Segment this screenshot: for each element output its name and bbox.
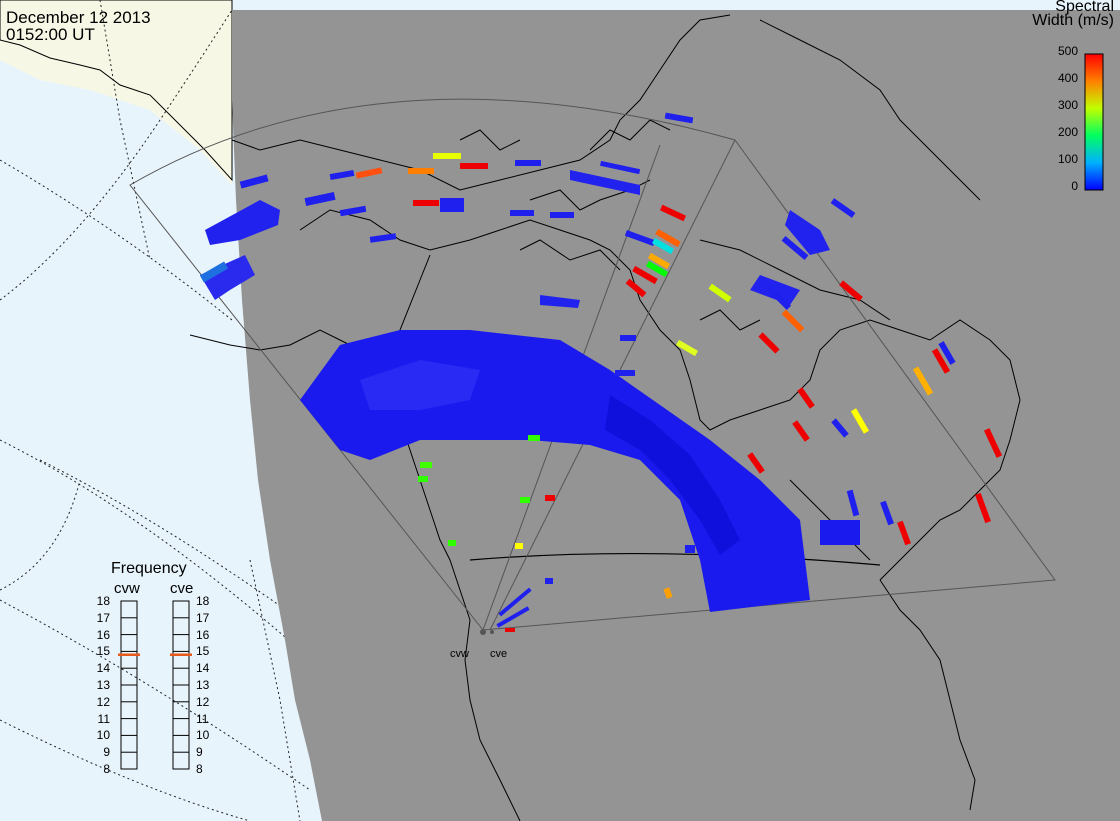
echo-band-east bbox=[605, 395, 740, 555]
spectral-width-colorbar bbox=[1084, 53, 1104, 191]
time-label: 0152:00 UT bbox=[6, 25, 95, 44]
frequency-tick-label: 15 bbox=[196, 644, 210, 659]
night-shade-region bbox=[232, 10, 1120, 821]
frequency-label-cve: cve bbox=[170, 580, 194, 597]
site-label-cvw: cvw bbox=[450, 648, 469, 660]
echo-patch-w bbox=[200, 255, 255, 300]
frequency-tick-label: 8 bbox=[103, 762, 110, 776]
frequency-tick-label: 13 bbox=[196, 678, 210, 692]
graticule-daylight bbox=[0, 0, 311, 821]
frequency-tick-label: 9 bbox=[103, 745, 110, 760]
frequency-tick-label: 16 bbox=[96, 627, 110, 642]
frequency-tick-label: 18 bbox=[96, 594, 110, 608]
frequency-label-cvw: cvw bbox=[114, 580, 140, 597]
frequency-tick-label: 9 bbox=[196, 745, 203, 760]
frequency-tick-label: 16 bbox=[196, 627, 210, 642]
daylight-land-alaska bbox=[0, 0, 232, 185]
colorbar-tick: 400 bbox=[1057, 71, 1078, 85]
frequency-tick-label: 12 bbox=[96, 694, 110, 709]
echo-patch-arctic bbox=[570, 170, 640, 195]
frequency-title: Frequency bbox=[111, 560, 187, 577]
echo-cells-high-width bbox=[355, 153, 1003, 632]
alaska-coastline-daylight bbox=[0, 0, 233, 182]
echo-patch-central bbox=[540, 295, 580, 308]
frequency-tick-label: 14 bbox=[196, 661, 210, 676]
frequency-tick-label: 14 bbox=[96, 661, 110, 676]
frequency-tick-label: 17 bbox=[196, 610, 210, 625]
frequency-tick-label: 10 bbox=[196, 728, 210, 743]
colorbar-tick: 500 bbox=[1057, 44, 1078, 58]
echo-cells bbox=[199, 112, 1003, 632]
frequency-tick-label: 11 bbox=[196, 711, 209, 726]
frequency-tick-label: 15 bbox=[96, 644, 110, 659]
radar-sites bbox=[480, 629, 494, 635]
colorbar-title-line1: Spectral bbox=[1055, 0, 1114, 15]
radar-site-cvw bbox=[480, 629, 486, 635]
frequency-tick-label: 18 bbox=[196, 594, 210, 608]
echo-patch-se bbox=[820, 520, 860, 545]
echo-patch-ne bbox=[785, 210, 830, 255]
frequency-grid bbox=[121, 617, 189, 770]
frequency-tick-label: 13 bbox=[96, 678, 110, 692]
frequency-tick-label: 10 bbox=[96, 728, 110, 743]
frequency-tick-label: 8 bbox=[196, 762, 203, 776]
date-label: December 12 2013 bbox=[6, 8, 151, 27]
echo-cell-light-blue bbox=[199, 261, 229, 283]
colorbar-tick: 300 bbox=[1057, 98, 1078, 112]
colorbar-tick: 100 bbox=[1057, 152, 1078, 166]
colorbar-tick: 0 bbox=[1071, 179, 1078, 193]
colorbar-title-line2: Width (m/s) bbox=[1032, 12, 1114, 29]
colorbar-tick: 200 bbox=[1057, 125, 1078, 139]
echo-band-inner bbox=[360, 360, 480, 410]
radar-site-cve bbox=[490, 630, 494, 634]
echo-patch-nw bbox=[205, 200, 280, 245]
site-label-cve: cve bbox=[490, 648, 508, 660]
frequency-tick-label: 11 bbox=[97, 711, 110, 726]
frequency-tick-label: 12 bbox=[196, 694, 210, 709]
frequency-tick-label: 17 bbox=[96, 610, 110, 625]
